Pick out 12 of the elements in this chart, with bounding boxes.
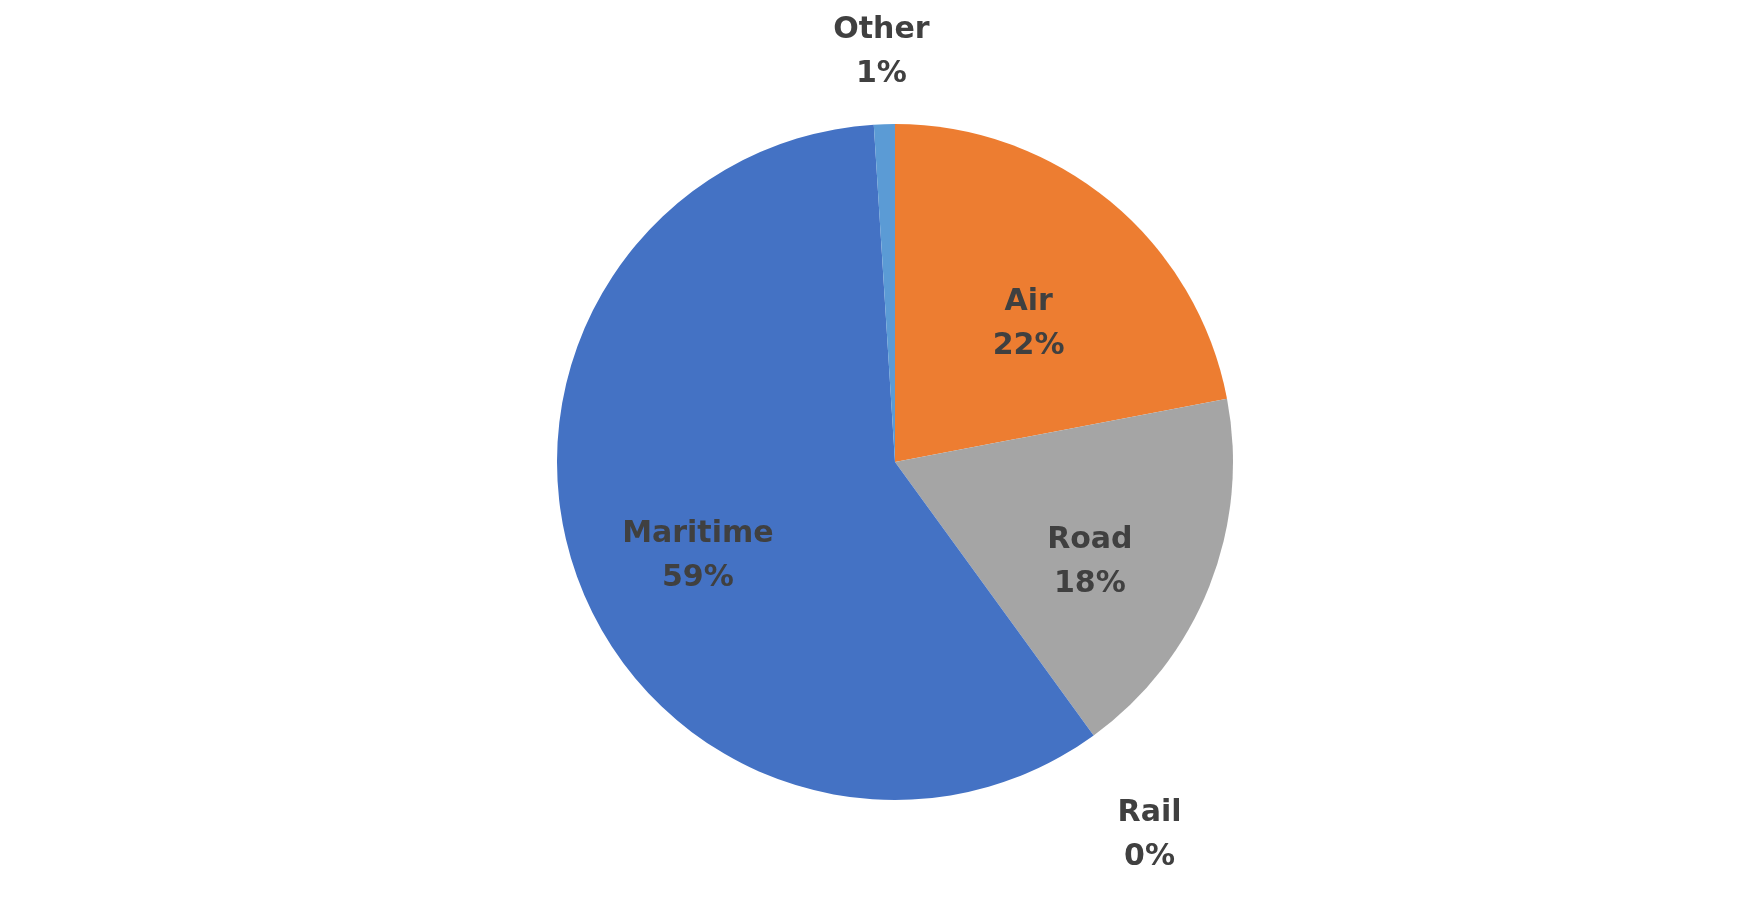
pie-slice [895,124,1228,462]
text: 0% [1124,837,1175,873]
slice-label: Air [1004,281,1053,317]
slice-label: Maritime [622,513,774,549]
data-label: 22% [992,325,1065,361]
category-label: Rail [1117,793,1182,829]
slice-label: Other [833,10,930,46]
data-label: 1% [855,54,907,90]
data-label: 18% [1053,564,1126,600]
data-label: 59% [661,557,734,593]
pie-slice [895,398,1233,736]
slice-label: Road [1047,520,1133,556]
